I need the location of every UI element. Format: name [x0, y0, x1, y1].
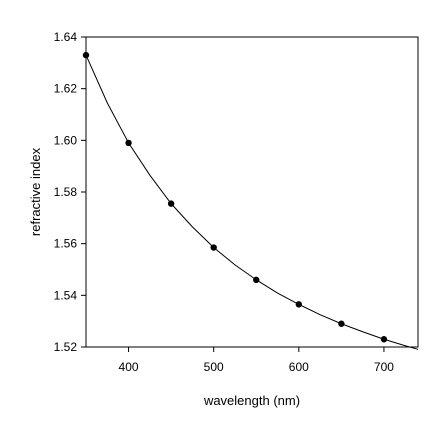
y-tick-label: 1.64 — [54, 30, 78, 44]
data-point — [295, 301, 303, 308]
ticks-layer: 400 500 600 700 1.52 1.54 1.56 1.58 1.60 1.62 1.64 — [54, 30, 395, 374]
x-tick-label: 600 — [289, 360, 309, 374]
data-point — [253, 276, 260, 284]
x-tick-label: 500 — [204, 360, 224, 374]
x-axis-title: wavelength (nm) — [203, 393, 300, 408]
y-tick-label: 1.58 — [54, 185, 78, 199]
data-point — [125, 139, 132, 147]
plot-area — [85, 36, 419, 348]
data-point — [338, 320, 345, 327]
data-point — [210, 244, 217, 251]
x-tick-label: 400 — [119, 360, 139, 374]
marker-layer — [82, 51, 388, 343]
y-tick-label: 1.60 — [54, 133, 78, 147]
data-point — [82, 51, 90, 59]
data-point — [167, 200, 175, 207]
data-point — [380, 336, 388, 343]
y-axis-title: refractive index — [28, 147, 43, 236]
y-tick-label: 1.52 — [54, 340, 78, 354]
y-tick-label: 1.56 — [54, 237, 78, 251]
y-tick-label: 1.54 — [54, 288, 78, 302]
y-tick-label: 1.62 — [54, 82, 78, 96]
x-tick-label: 700 — [374, 360, 394, 374]
